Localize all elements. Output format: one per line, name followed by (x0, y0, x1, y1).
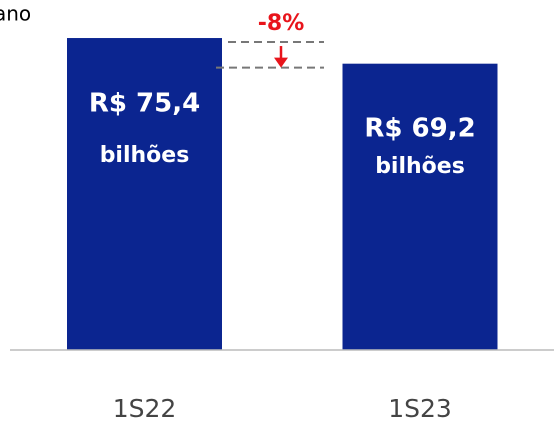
x-tick-label: 1S22 (113, 394, 177, 422)
chart-title: ano (0, 2, 31, 26)
x-tick-label: 1S23 (388, 394, 452, 422)
bar (67, 38, 222, 350)
value-label: R$ 69,2 (364, 113, 475, 143)
bar (342, 63, 498, 351)
value-unit: bilhões (375, 154, 465, 179)
change-arrowhead (274, 57, 288, 68)
value-unit: bilhões (100, 143, 190, 168)
change-annotation: -8% (258, 11, 304, 36)
value-label: R$ 75,4 (89, 89, 200, 119)
